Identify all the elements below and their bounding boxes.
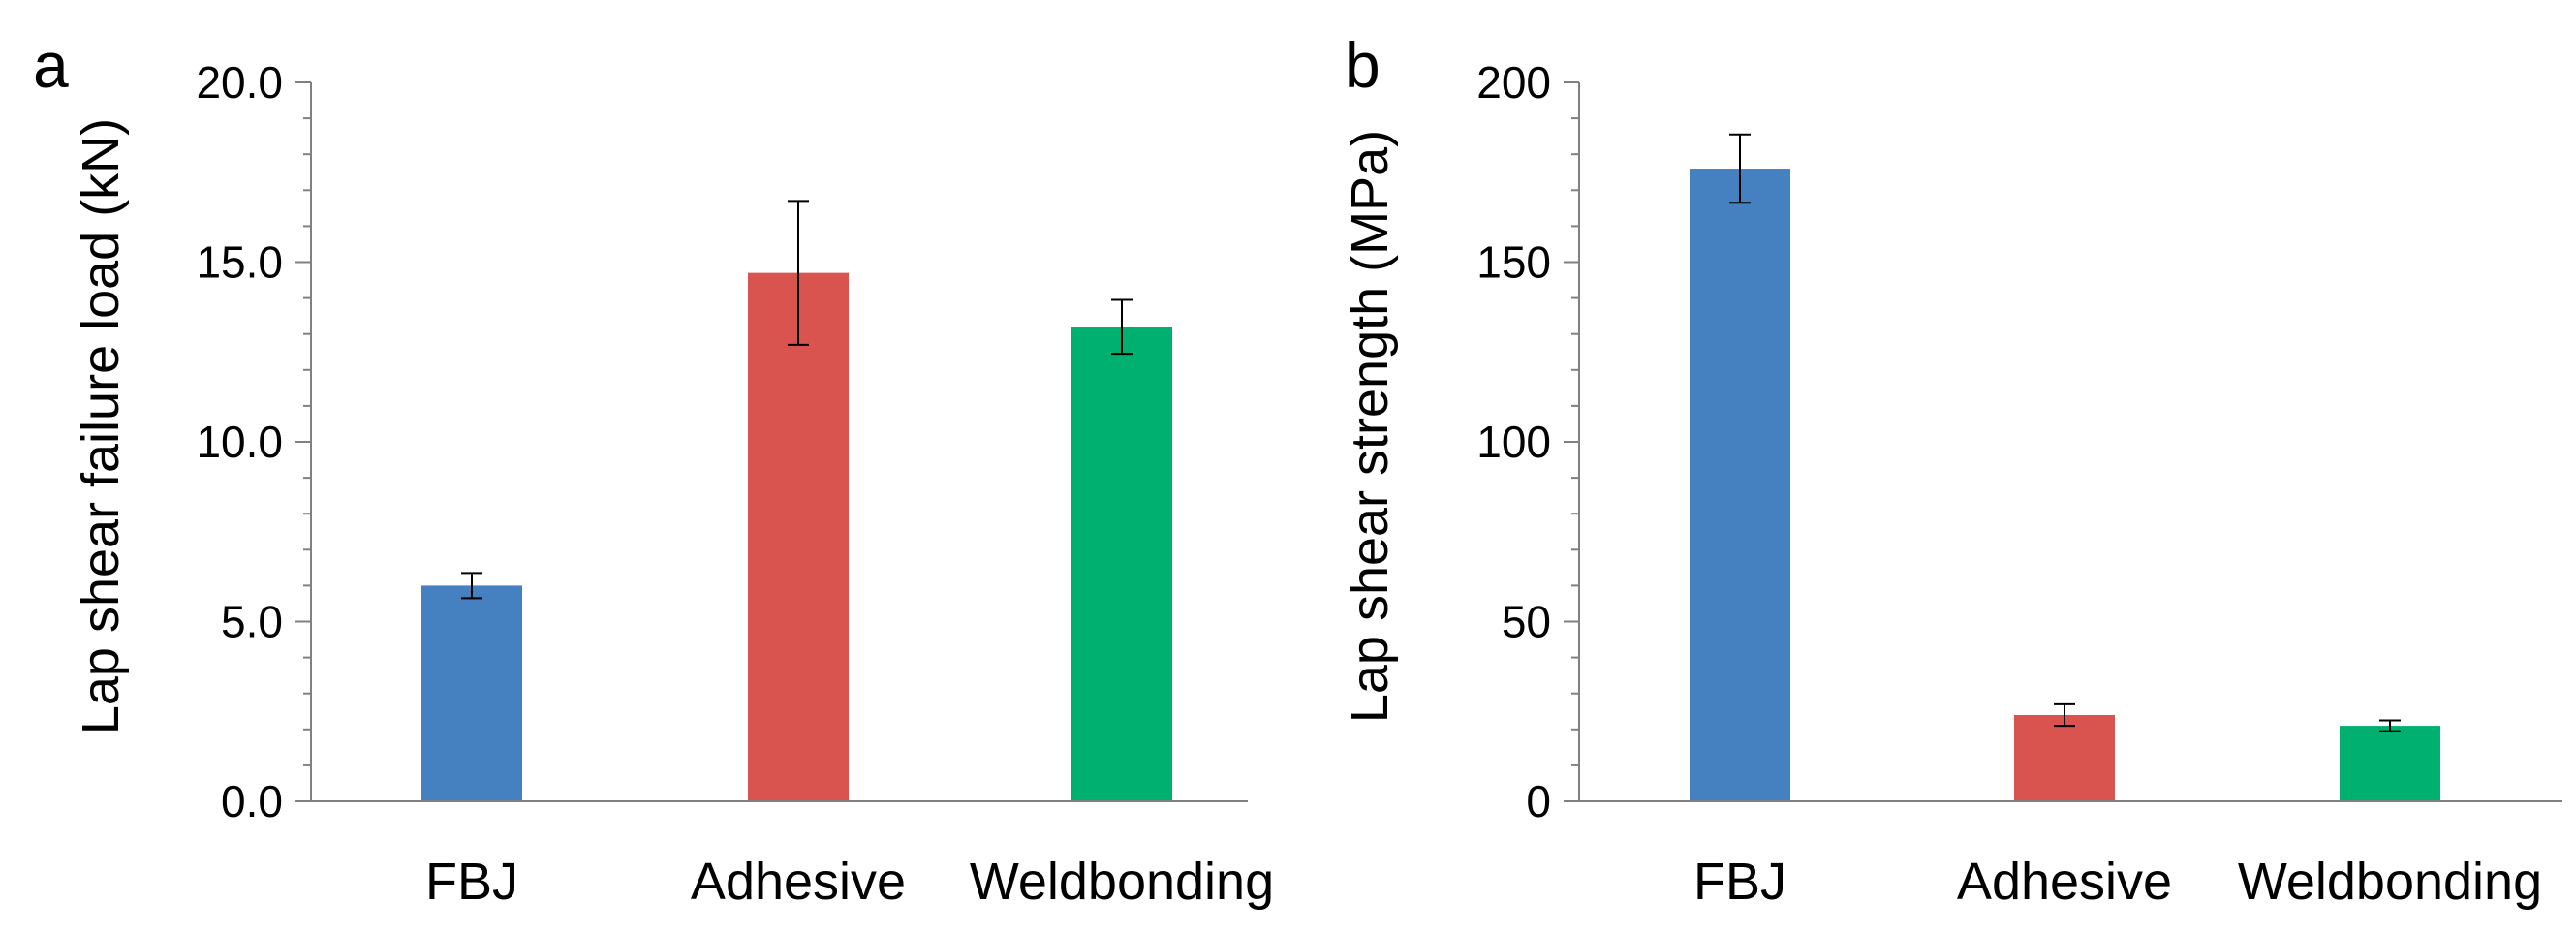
category-label-fbj-a: FBJ (425, 853, 518, 911)
chart-panel-b: b Lap shear strength (MPa) FBJ Adhesive … (1341, 29, 2562, 911)
y-tick-label-b: 100 (1476, 417, 1551, 467)
y-tick-label-b: 150 (1476, 237, 1551, 288)
chart-panel-a: a Lap shear failure load (kN) FBJ Adhesi… (33, 29, 1274, 911)
panel-label-b: b (1345, 29, 1381, 101)
y-tick-label-a: 20.0 (196, 57, 283, 108)
error-bar-adhesive-b (2054, 702, 2075, 728)
category-label-fbj-b: FBJ (1693, 853, 1786, 911)
y-tick-label-a: 5.0 (221, 597, 283, 647)
y-tick-label-a: 15.0 (196, 237, 283, 288)
y-axis-title-a: Lap shear failure load (kN) (72, 118, 130, 734)
bar-fbj-b (1690, 169, 1790, 802)
y-tick-label-b: 0 (1526, 776, 1551, 826)
bar-adhesive-a (748, 272, 849, 801)
panel-label-a: a (33, 29, 69, 101)
category-label-adhesive-a: Adhesive (691, 853, 906, 911)
category-label-weldbonding-b: Weldbonding (2238, 853, 2542, 911)
y-tick-label-b: 50 (1502, 597, 1551, 647)
y-tick-label-a: 0.0 (221, 776, 283, 826)
category-label-adhesive-b: Adhesive (1957, 853, 2172, 911)
error-bar-weldbonding-a (1111, 298, 1133, 356)
error-bar-weldbonding-b (2379, 719, 2401, 732)
error-bar-fbj-a (461, 572, 482, 600)
y-tick-label-b: 200 (1476, 57, 1551, 108)
bar-weldbonding-a (1071, 327, 1172, 801)
bar-adhesive-b (2014, 714, 2115, 801)
y-axis-title-b: Lap shear strength (MPa) (1341, 130, 1399, 723)
error-bar-adhesive-a (788, 200, 809, 346)
bar-fbj-a (421, 585, 522, 801)
bar-weldbonding-b (2340, 726, 2440, 801)
y-tick-label-a: 10.0 (196, 417, 283, 467)
category-label-weldbonding-a: Weldbonding (970, 853, 1274, 911)
error-bar-fbj-b (1729, 133, 1751, 204)
